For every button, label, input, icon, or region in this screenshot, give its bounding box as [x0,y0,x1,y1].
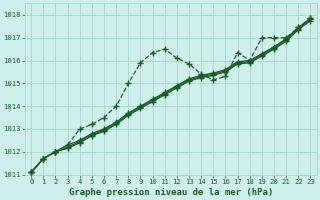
X-axis label: Graphe pression niveau de la mer (hPa): Graphe pression niveau de la mer (hPa) [69,188,273,197]
